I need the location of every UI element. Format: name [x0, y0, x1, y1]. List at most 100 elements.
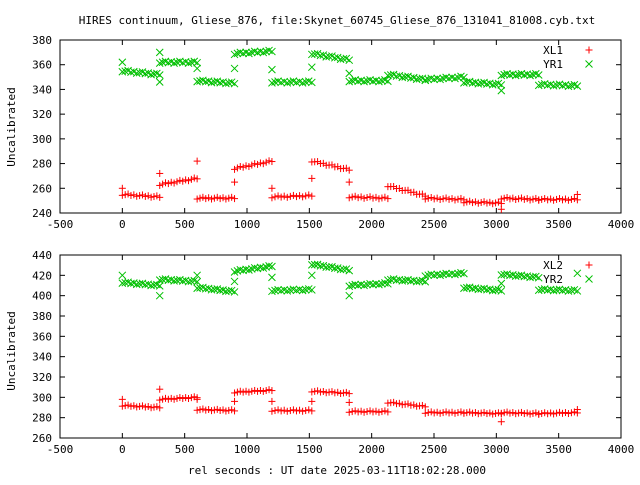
legend-marker [585, 275, 593, 283]
data-point [334, 388, 342, 396]
data-point [144, 403, 152, 411]
y-tick-label: 300 [32, 391, 52, 404]
y-tick-label: 320 [32, 108, 52, 121]
data-point [430, 271, 439, 280]
data-point-stroke [190, 57, 199, 66]
data-point [193, 406, 201, 414]
data-point [156, 181, 164, 189]
data-point-stroke [193, 77, 201, 86]
y-axis-label: Uncalibrated [5, 311, 18, 390]
data-point [164, 180, 172, 188]
data-point [345, 178, 353, 186]
data-point-stroke [412, 75, 421, 84]
data-point [421, 409, 429, 417]
data-point [118, 184, 126, 192]
data-point [231, 407, 239, 415]
legend-label: XL2 [543, 259, 563, 272]
data-point-stroke [268, 47, 276, 56]
data-point [451, 270, 459, 279]
data-point [277, 286, 285, 295]
data-point-stroke [292, 78, 301, 87]
data-point-stroke [526, 71, 534, 80]
data-point [127, 191, 135, 199]
data-point [537, 285, 546, 294]
x-tick-label: 2500 [421, 443, 448, 456]
data-point [497, 86, 506, 95]
data-point [384, 279, 392, 288]
data-point [570, 195, 578, 203]
top-panel: Uncalibrated -500 0 500 1000 1500 2000 2500 300… [5, 34, 634, 231]
data-point-stroke [488, 286, 497, 295]
data-point [457, 408, 465, 416]
data-point [573, 190, 581, 198]
data-point [427, 193, 435, 201]
data-point [517, 194, 525, 202]
data-point [348, 76, 357, 85]
data-point [500, 409, 508, 417]
data-point [354, 77, 362, 86]
data-point [325, 52, 333, 61]
data-point-stroke [322, 52, 331, 61]
y-tick-label: 340 [32, 83, 52, 96]
data-point [421, 272, 430, 280]
data-point [156, 193, 164, 201]
data-point [268, 397, 276, 405]
data-point [564, 196, 572, 204]
data-point-stroke [207, 78, 216, 87]
data-point [366, 407, 374, 415]
data-point-stroke [230, 79, 239, 88]
data-point [351, 407, 359, 415]
data-point-stroke [375, 77, 383, 86]
data-point [345, 69, 354, 78]
data-point [497, 71, 506, 80]
data-point-stroke [265, 46, 273, 55]
data-point [460, 269, 468, 278]
x-tick-label: 4000 [608, 443, 635, 456]
data-point [535, 196, 543, 204]
data-point [345, 390, 353, 398]
data-point [292, 286, 301, 295]
data-point [451, 196, 459, 204]
data-point [363, 194, 371, 202]
data-point [328, 388, 336, 396]
data-point-stroke [345, 291, 354, 300]
data-point [193, 271, 201, 280]
data-point [529, 409, 537, 417]
data-point [176, 176, 184, 184]
x-tick-label: 2000 [358, 443, 385, 456]
data-point-stroke [573, 287, 582, 295]
data-point [520, 195, 528, 203]
data-point-stroke [328, 262, 336, 271]
data-point [351, 280, 360, 289]
data-point-stroke [301, 78, 310, 86]
data-point [325, 388, 333, 396]
data-point-stroke [301, 285, 310, 294]
data-point [289, 406, 297, 414]
data-point-stroke [307, 50, 316, 59]
data-point-stroke [147, 281, 155, 290]
data-point [532, 409, 540, 417]
data-point [445, 270, 453, 279]
data-point [277, 78, 285, 87]
data-point [308, 397, 316, 405]
data-point [360, 77, 368, 86]
data-point-stroke [354, 281, 362, 290]
data-point-stroke [497, 287, 506, 295]
data-point [161, 179, 169, 187]
legend-marker [585, 60, 593, 68]
data-point-stroke [427, 270, 436, 279]
data-point-stroke [155, 71, 164, 79]
data-point [360, 281, 368, 290]
data-point-stroke [497, 279, 506, 288]
data-point-stroke [372, 279, 380, 288]
data-point [424, 194, 432, 202]
data-point [556, 408, 564, 416]
data-point [236, 163, 244, 171]
data-point-stroke [412, 277, 421, 286]
data-point-stroke [460, 79, 468, 87]
y-tick-label: 240 [32, 207, 52, 220]
data-point [268, 407, 276, 415]
x-tick-label: 0 [119, 218, 126, 231]
data-point-stroke [283, 79, 292, 87]
data-point-stroke [345, 77, 354, 86]
